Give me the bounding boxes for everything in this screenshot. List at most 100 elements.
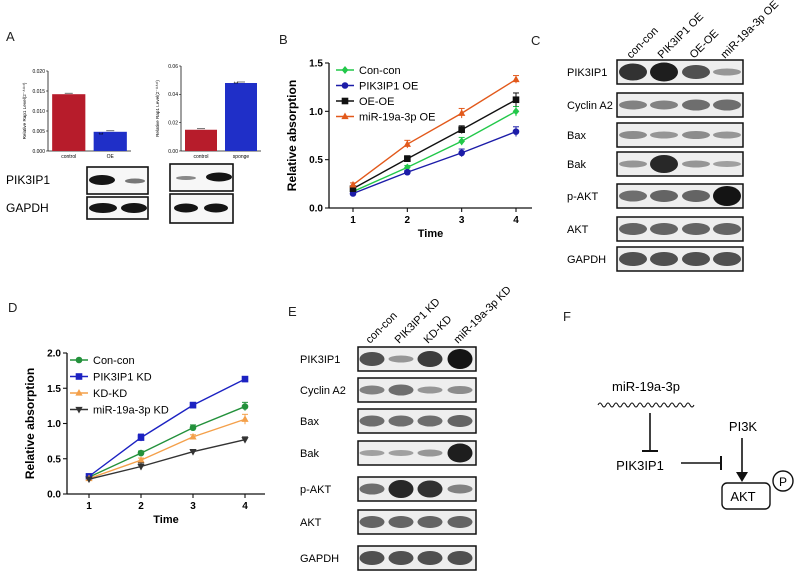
y-tick-label: 0.00 xyxy=(168,149,178,155)
pi3k-label: PI3K xyxy=(729,419,758,434)
y-tick-label: 0.000 xyxy=(32,149,45,155)
panel-label-e: E xyxy=(288,304,297,319)
panel-label-f: F xyxy=(563,309,571,324)
y-axis-title: Relative absorption xyxy=(23,368,37,479)
band xyxy=(713,99,741,111)
sig-mark-right: ** xyxy=(234,82,239,88)
data-point-mir-19a-3p-oe xyxy=(458,109,466,116)
blot-row-label-bak: Bak xyxy=(300,448,319,460)
data-point-oe-oe xyxy=(458,126,465,133)
data-point-mir-19a-3p-oe xyxy=(512,75,520,83)
chart-a-right: 0.00 0.02 0.04 0.06 Relative Rap1 Level(2⁻ᐞᐞ… xyxy=(155,64,261,160)
x-tick-label: 2 xyxy=(138,501,144,512)
band xyxy=(713,252,741,266)
data-point-oe-oe xyxy=(349,185,357,192)
y-tick-label: 0.06 xyxy=(168,64,178,70)
band xyxy=(447,415,473,427)
lane-label-con-con: con-con xyxy=(625,25,661,61)
y-tick-label: 0.005 xyxy=(32,129,45,135)
band xyxy=(359,352,385,366)
band xyxy=(359,516,385,528)
x-tick-label: OE xyxy=(107,154,115,160)
band xyxy=(619,252,647,266)
band xyxy=(447,349,473,369)
legend-marker-pik3ip1-kd xyxy=(75,373,83,380)
band xyxy=(388,355,414,363)
western-blot-a-left xyxy=(86,166,149,220)
band xyxy=(650,131,678,139)
legend-marker-mir-19a-3p-oe xyxy=(341,112,349,120)
band xyxy=(388,480,414,498)
band xyxy=(417,480,443,498)
data-point-kd-kd xyxy=(241,415,249,422)
legend-marker-kd-kd xyxy=(75,389,83,396)
series-line-pik3ip1-oe xyxy=(352,130,517,195)
x-tick-label: sponge xyxy=(233,154,250,160)
band xyxy=(417,415,443,427)
blot-row-label-gapdh: GAPDH xyxy=(567,254,606,266)
y-tick-label: 1.0 xyxy=(309,107,323,118)
western-blot-a-right xyxy=(169,163,234,224)
y-axis-title: Relative Rap1 Level(2⁻ᐞᐞᶜᵗ) xyxy=(155,80,160,137)
x-tick-label: control xyxy=(193,154,208,160)
legend-label-con-con: Con-con xyxy=(359,65,401,77)
y-tick-label: 0.5 xyxy=(47,454,61,465)
band xyxy=(359,483,385,495)
x-tick-label: 3 xyxy=(190,501,196,512)
blot-row-label-bax: Bax xyxy=(567,130,586,142)
band xyxy=(447,551,473,565)
data-point-pik3ip1-oe xyxy=(512,128,520,135)
series-line-kd-kd xyxy=(88,418,246,480)
band xyxy=(619,223,647,235)
data-point-mir-19a-3p-kd xyxy=(189,449,197,456)
y-tick-label: 0.5 xyxy=(309,155,323,166)
legend-marker-mir-19a-3p-kd xyxy=(75,406,83,414)
data-point-con-con xyxy=(404,163,411,172)
blot-label-gapdh-a: GAPDH xyxy=(6,201,49,215)
blot-row-label-p-akt: p-AKT xyxy=(567,191,598,203)
x-axis-title: Time xyxy=(418,228,443,240)
band xyxy=(447,443,473,463)
data-point-con-con xyxy=(189,424,197,432)
legend-marker-oe-oe xyxy=(341,97,349,105)
data-point-pik3ip1-oe xyxy=(458,149,465,157)
data-point-mir-19a-3p-kd xyxy=(85,476,93,484)
blot-row-label-cyclin-a2: Cyclin A2 xyxy=(567,100,613,112)
lane-label-oe-oe: OE-OE xyxy=(688,28,722,62)
band xyxy=(650,62,678,82)
data-point-mir-19a-3p-oe xyxy=(403,140,411,147)
x-tick-label: 4 xyxy=(242,501,248,512)
data-point-mir-19a-3p-oe xyxy=(349,180,357,188)
legend-label-pik3ip1-kd: PIK3IP1 KD xyxy=(93,372,152,384)
data-point-mir-19a-3p-kd xyxy=(137,463,145,471)
data-point-con-con xyxy=(512,107,520,116)
data-point-con-con xyxy=(458,137,465,146)
x-tick-label: 3 xyxy=(459,215,465,226)
band xyxy=(713,223,741,235)
bar-oe xyxy=(93,131,127,151)
western-blot-c: PIK3IP1 Cyclin A2 Bax Bak p-AKT AKT GAPDH con-c… xyxy=(567,0,781,272)
band xyxy=(682,190,710,202)
band xyxy=(417,449,443,457)
band xyxy=(447,484,473,494)
legend-label-kd-kd: KD-KD xyxy=(93,388,127,400)
x-tick-label: control xyxy=(61,154,76,160)
lane-label-mir-19a-3p-kd: miR-19a-3p KD xyxy=(452,284,514,346)
blot-label-pik3ip1-a: PIK3IP1 xyxy=(6,173,50,187)
legend-label-mir-19a-3p-kd: miR-19a-3p KD xyxy=(93,405,169,417)
band xyxy=(417,386,443,394)
bar-control xyxy=(185,129,217,151)
phosphate-circle xyxy=(772,470,794,492)
band xyxy=(619,63,647,81)
blot-row-label-p-akt: p-AKT xyxy=(300,484,331,496)
band xyxy=(619,190,647,202)
band xyxy=(359,551,385,565)
legend-marker-con-con xyxy=(341,66,349,74)
y-tick-label: 0.010 xyxy=(32,109,45,115)
pik3ip1-label: PIK3IP1 xyxy=(616,458,664,473)
band xyxy=(388,415,414,427)
panel-label-b: B xyxy=(279,32,288,47)
panel-label-d: D xyxy=(8,300,17,315)
band xyxy=(650,155,678,173)
